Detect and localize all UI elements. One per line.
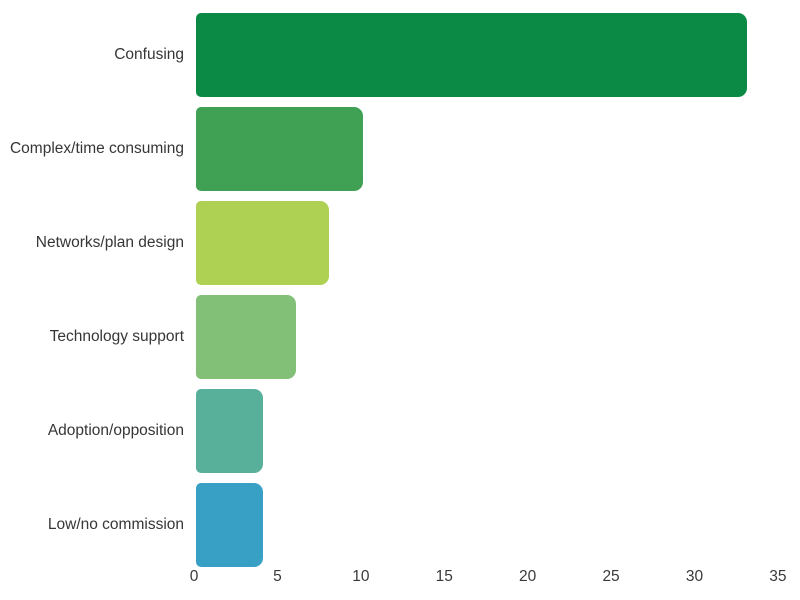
- bar: [196, 201, 330, 285]
- x-axis: 0 5 10 15 20 25 30 35: [190, 568, 795, 590]
- chart-rows: Confusing Complex/time consuming Networks/…: [0, 8, 800, 572]
- chart-row: Confusing: [0, 8, 800, 102]
- x-tick-label: 15: [435, 568, 453, 585]
- category-label: Low/no commission: [47, 516, 184, 534]
- x-tick-label: 10: [352, 568, 370, 585]
- bar-track: [196, 107, 800, 191]
- x-tick-label: 25: [602, 568, 620, 585]
- bar: [196, 483, 263, 567]
- bar: [196, 389, 263, 473]
- bar-track: [196, 483, 800, 567]
- bar-track: [196, 13, 800, 97]
- bar: [196, 295, 297, 379]
- category-label: Adoption/opposition: [47, 422, 184, 440]
- x-tick-label: 35: [769, 568, 787, 585]
- chart-row: Technology support: [0, 290, 800, 384]
- chart-row: Adoption/opposition: [0, 384, 800, 478]
- chart-row: Low/no commission: [0, 478, 800, 572]
- category-label: Networks/plan design: [35, 234, 184, 252]
- bar-track: [196, 201, 800, 285]
- bar: [196, 13, 747, 97]
- bar: [196, 107, 363, 191]
- chart-row: Networks/plan design: [0, 196, 800, 290]
- x-tick-label: 30: [685, 568, 704, 585]
- x-tick-label: 20: [519, 568, 537, 585]
- x-tick-label: 0: [189, 568, 199, 585]
- bar-track: [196, 389, 800, 473]
- bar-track: [196, 295, 800, 379]
- category-label: Complex/time consuming: [9, 140, 184, 158]
- category-label: Confusing: [114, 46, 184, 64]
- chart-row: Complex/time consuming: [0, 102, 800, 196]
- x-tick-label: 5: [273, 568, 282, 585]
- category-label: Technology support: [49, 328, 184, 346]
